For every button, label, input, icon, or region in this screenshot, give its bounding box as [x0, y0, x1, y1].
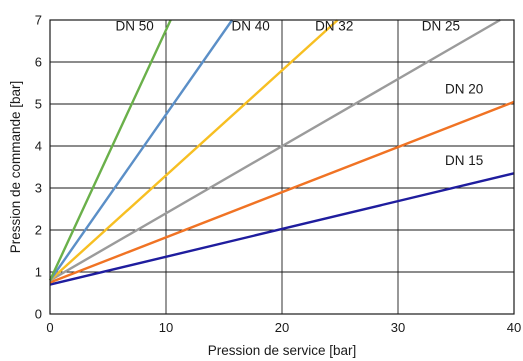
y-tick-label: 6: [35, 55, 42, 70]
x-tick-label: 20: [275, 320, 289, 335]
x-tick-label: 30: [391, 320, 405, 335]
series-label-dn-25: DN 25: [422, 19, 460, 34]
series-label-dn-20: DN 20: [445, 82, 483, 97]
y-tick-label: 0: [35, 307, 42, 322]
series-labels: DN 15 DN 20 DN 25 DN 32 DN 40 DN 50: [116, 19, 484, 168]
series-line-dn-50: [48, 19, 172, 281]
y-tick-label: 5: [35, 97, 42, 112]
plot-frame: [49, 19, 515, 315]
series-line-dn-20: [49, 100, 515, 284]
series-lines: [48, 18, 515, 286]
y-tick-label: 1: [35, 265, 42, 280]
x-axis-title: Pression de service [bar]: [208, 343, 357, 358]
y-tick-label: 3: [35, 181, 42, 196]
series-line-dn-32: [49, 19, 339, 282]
y-tick-label: 4: [35, 139, 42, 154]
series-line-dn-40: [49, 19, 234, 282]
series-label-dn-40: DN 40: [232, 19, 270, 34]
series-label-dn-15: DN 15: [445, 153, 483, 168]
series-label-dn-32: DN 32: [315, 19, 353, 34]
x-tick-label: 40: [507, 320, 521, 335]
y-axis-title: Pression de commande [bar]: [8, 81, 23, 254]
tick-labels: 0 10 20 30 40 0 1 2 3 4 5 6 7: [35, 13, 521, 336]
series-line-dn-25: [49, 18, 501, 282]
x-tick-label: 0: [46, 320, 53, 335]
x-tick-label: 10: [159, 320, 173, 335]
series-line-dn-15: [49, 172, 515, 286]
y-tick-label: 2: [35, 223, 42, 238]
y-tick-label: 7: [35, 13, 42, 28]
series-label-dn-50: DN 50: [116, 19, 154, 34]
